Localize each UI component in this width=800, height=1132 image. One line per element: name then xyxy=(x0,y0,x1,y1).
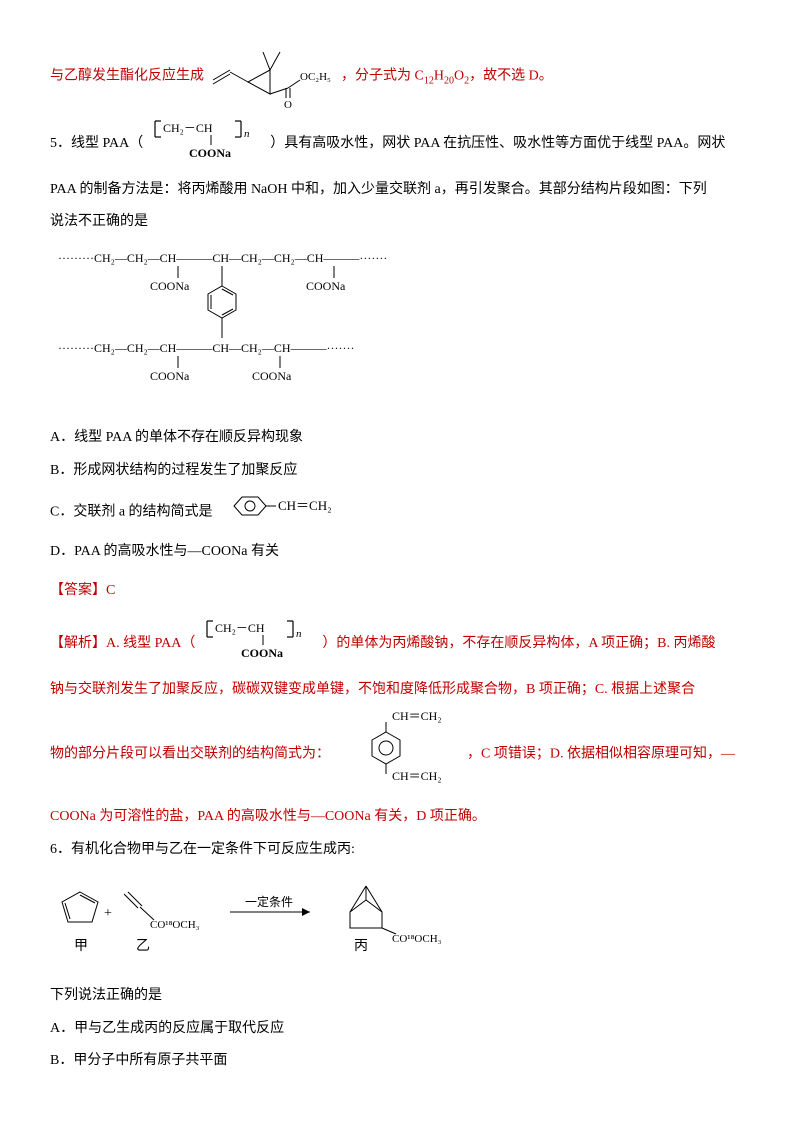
text: C．交联剂 a 的结构简式是 xyxy=(50,504,213,519)
divinylbenzene-icon: CH＝CH₂ CH＝CH₂ xyxy=(334,708,464,801)
svg-text:CH₂－CH: CH₂－CH xyxy=(215,621,265,635)
text: ）具有高吸水性，网状 PAA 在抗压性、吸水性等方面优于线型 PAA。网状 xyxy=(270,136,725,151)
svg-text:COONa: COONa xyxy=(306,279,346,293)
sub: 20 xyxy=(444,75,454,86)
svg-text:O: O xyxy=(284,99,292,111)
svg-text:COONa: COONa xyxy=(150,369,190,383)
svg-text:甲: 甲 xyxy=(74,939,88,954)
sub: 12 xyxy=(424,75,434,86)
svg-text:CO¹⁸OCH₃: CO¹⁸OCH₃ xyxy=(392,933,442,945)
svg-text:COONa: COONa xyxy=(150,279,190,293)
explanation-d-line: 与乙醇发生酯化反应生成 O OC₂H₅ ，分子式为 C12H20O2，故不选 D… xyxy=(50,40,750,113)
svg-text:·········CH₂—CH₂—CH———CH—CH₂—C: ·········CH₂—CH₂—CH———CH—CH₂—CH———······… xyxy=(58,341,355,355)
q6-option-b: B．甲分子中所有原子共平面 xyxy=(50,1046,750,1077)
svg-text:CH＝CH₂: CH＝CH₂ xyxy=(392,709,442,723)
q5-option-a: A．线型 PAA 的单体不存在顺反异构现象 xyxy=(50,423,750,454)
svg-text:乙: 乙 xyxy=(136,938,150,954)
text: O xyxy=(454,69,464,84)
svg-text:CH₂－CH: CH₂－CH xyxy=(163,121,213,135)
svg-text:n: n xyxy=(296,628,302,640)
text: 与乙醇发生酯化反应生成 xyxy=(50,69,204,84)
reaction-scheme-icon: 甲 + CO¹⁸OCH₃ 乙 一定条件 CO¹⁸OCH₃ 丙 xyxy=(50,872,750,975)
q5-option-c: C．交联剂 a 的结构简式是 CH＝CH₂ xyxy=(50,489,750,536)
paa-unit-icon: CH₂－CH n COONa xyxy=(199,615,319,673)
text: ，故不选 D。 xyxy=(469,69,553,84)
q6-option-a: A．甲与乙生成丙的反应属于取代反应 xyxy=(50,1014,750,1045)
svg-text:COONa: COONa xyxy=(252,369,292,383)
styrene-icon: CH＝CH₂ xyxy=(216,489,346,536)
paa-unit-icon: CH₂－CH n COONa xyxy=(147,115,267,173)
q5-line3: 说法不正确的是 xyxy=(50,207,750,238)
svg-text:丙: 丙 xyxy=(354,939,368,954)
network-structure-icon: ·········CH₂—CH₂—CH———CH—CH₂—CH₂—CH———··… xyxy=(50,244,750,417)
svg-text:CH＝CH₂: CH＝CH₂ xyxy=(278,498,332,513)
q5-line2: PAA 的制备方法是：将丙烯酸用 NaOH 中和，加入少量交联剂 a，再引发聚合… xyxy=(50,175,750,206)
text: ）的单体为丙烯酸钠，不存在顺反异构体，A 项正确；B. 丙烯酸 xyxy=(322,636,715,651)
text: 【解析】A. 线型 PAA（ xyxy=(50,636,195,651)
text: ，分子式为 C xyxy=(341,69,424,84)
svg-text:COONa: COONa xyxy=(241,646,283,660)
q5-option-b: B．形成网状结构的过程发生了加聚反应 xyxy=(50,456,750,487)
exp5-line3: 物的部分片段可以看出交联剂的结构简式为： CH＝CH₂ CH＝CH₂ ，C 项错… xyxy=(50,708,750,801)
exp5-line4: COONa 为可溶性的盐，PAA 的高吸水性与—COONa 有关，D 项正确。 xyxy=(50,802,750,833)
exp5-line2: 钠与交联剂发生了加聚反应，碳碳双键变成单键，不饱和度降低形成聚合物，B 项正确；… xyxy=(50,675,750,706)
answer-5: 【答案】C xyxy=(50,576,750,607)
svg-text:n: n xyxy=(244,128,250,140)
q6-line2: 下列说法正确的是 xyxy=(50,981,750,1012)
svg-text:一定条件: 一定条件 xyxy=(245,894,293,909)
text: 物的部分片段可以看出交联剂的结构简式为： xyxy=(50,746,330,761)
exp5-line1: 【解析】A. 线型 PAA（ CH₂－CH n COONa ）的单体为丙烯酸钠，… xyxy=(50,615,750,673)
q5-option-d: D．PAA 的高吸水性与—COONa 有关 xyxy=(50,537,750,568)
q6-line1: 6．有机化合物甲与乙在一定条件下可反应生成丙: xyxy=(50,835,750,866)
svg-text:CH＝CH₂: CH＝CH₂ xyxy=(392,769,442,783)
svg-text:OC₂H₅: OC₂H₅ xyxy=(300,71,331,83)
text: H xyxy=(434,69,444,84)
svg-text:COONa: COONa xyxy=(189,146,231,160)
ester-structure-icon: O OC₂H₅ xyxy=(208,40,338,113)
text: 5．线型 PAA（ xyxy=(50,136,143,151)
text: ，C 项错误；D. 依据相似相容原理可知，— xyxy=(467,746,735,761)
q5-line1: 5．线型 PAA（ CH₂－CH n COONa ）具有高吸水性，网状 PAA … xyxy=(50,115,750,173)
svg-text:+: + xyxy=(104,906,112,921)
svg-text:·········CH₂—CH₂—CH———CH—CH₂—C: ·········CH₂—CH₂—CH———CH—CH₂—CH₂—CH———··… xyxy=(58,251,387,265)
svg-text:CO¹⁸OCH₃: CO¹⁸OCH₃ xyxy=(150,919,200,931)
